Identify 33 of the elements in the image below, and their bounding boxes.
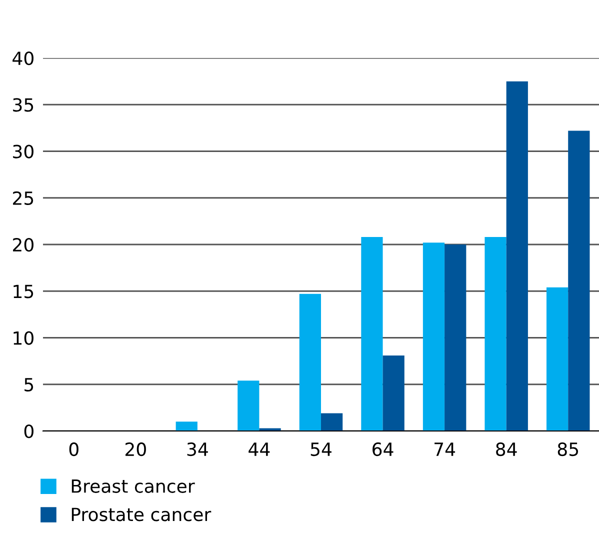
x-tick-label: 20 — [126, 442, 146, 456]
legend-label: Prostate cancer — [72, 508, 212, 522]
x-tick-label: 84 — [496, 442, 517, 456]
y-tick-label: 30 — [13, 144, 34, 158]
bar — [422, 242, 445, 431]
bar — [259, 428, 281, 431]
y-tick-label: 15 — [14, 284, 34, 298]
y-tick-label: 10 — [14, 331, 34, 345]
x-tick-label: 54 — [310, 442, 332, 456]
y-tick-label: 20 — [13, 238, 34, 252]
bar — [506, 81, 528, 431]
bar — [484, 237, 506, 431]
bar — [444, 244, 466, 431]
y-tick-label: 25 — [13, 191, 34, 205]
legend-label: Breast cancer — [72, 480, 195, 493]
y-tick-label: 5 — [24, 378, 34, 392]
bar — [361, 237, 383, 431]
y-tick-label: 40 — [12, 51, 34, 66]
y-tick-label: 0 — [24, 424, 34, 438]
x-tick-label: 44 — [248, 442, 270, 456]
x-tick-label: 85 — [558, 442, 578, 456]
bar — [546, 287, 568, 431]
y-tick-label: 35 — [13, 98, 34, 112]
x-tick-label: 74 — [434, 442, 456, 456]
bar — [382, 355, 404, 431]
x-tick-label: 0 — [69, 442, 78, 456]
x-tick-label: 64 — [372, 442, 394, 456]
x-tick-label: 34 — [187, 442, 208, 456]
bar — [176, 422, 198, 431]
bar — [568, 130, 590, 431]
bar — [299, 294, 321, 431]
bar — [321, 413, 343, 431]
bar — [238, 380, 260, 431]
